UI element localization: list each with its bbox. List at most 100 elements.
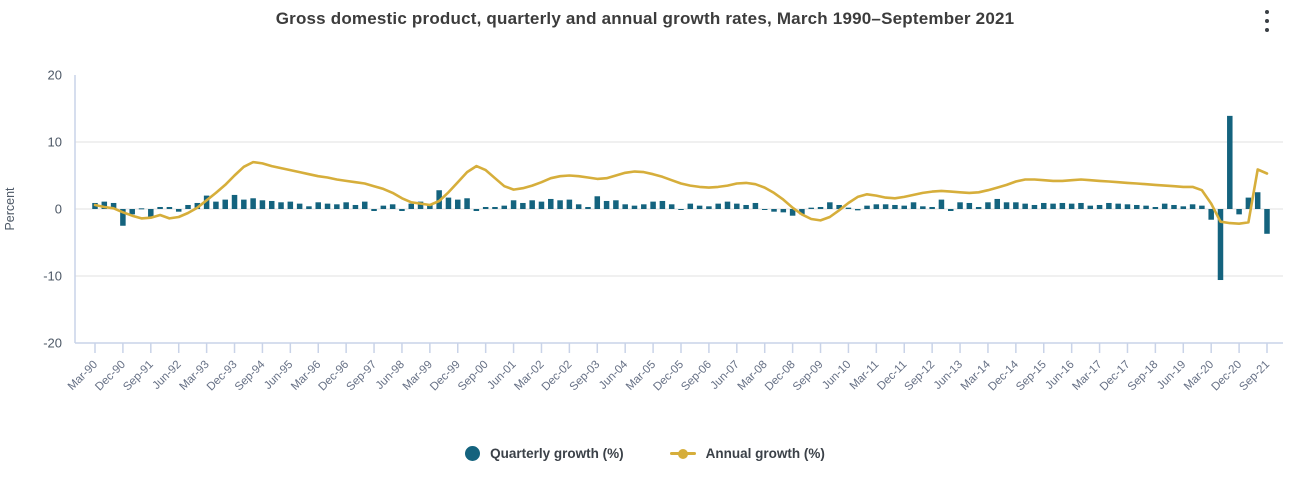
quarterly-growth-bar <box>241 199 247 209</box>
x-tick-label: Sep-97 <box>344 359 379 394</box>
quarterly-growth-bar <box>138 208 145 210</box>
chart-header: Gross domestic product, quarterly and an… <box>0 0 1290 40</box>
quarterly-growth-bar <box>854 209 861 211</box>
quarterly-growth-bar <box>250 198 256 209</box>
quarterly-growth-bar <box>780 209 787 213</box>
quarterly-growth-bar <box>148 209 154 218</box>
quarterly-growth-bar <box>957 202 963 209</box>
legend-label-quarterly: Quarterly growth (%) <box>490 446 624 461</box>
kebab-dot <box>1265 10 1269 14</box>
quarterly-growth-bar <box>473 209 480 212</box>
quarterly-growth-bar <box>566 199 573 209</box>
quarterly-growth-bar <box>724 201 731 209</box>
quarterly-growth-bar <box>324 203 331 209</box>
x-tick-label: Dec-02 <box>540 359 575 394</box>
x-tick-label: Sep-94 <box>233 358 268 393</box>
quarterly-growth-bar <box>352 204 359 209</box>
quarterly-growth-bar <box>1236 209 1242 215</box>
legend-item-annual[interactable]: Annual growth (%) <box>669 446 825 461</box>
quarterly-growth-bar <box>613 200 619 209</box>
quarterly-growth-bar <box>157 206 163 209</box>
quarterly-growth-bar <box>771 209 777 212</box>
y-tick-label: 10 <box>48 135 62 150</box>
quarterly-growth-bar <box>845 207 852 209</box>
quarterly-growth-bar <box>185 204 191 209</box>
quarterly-growth-bar <box>761 209 768 210</box>
quarterly-growth-bar <box>575 204 582 209</box>
quarterly-growth-bar <box>129 209 135 215</box>
quarterly-growth-bar <box>1161 203 1168 209</box>
quarterly-growth-bar <box>278 202 284 209</box>
quarterly-growth-bar <box>994 198 1001 209</box>
y-axis-title: Percent <box>3 187 17 231</box>
quarterly-growth-bar <box>231 194 238 209</box>
quarterly-growth-bar <box>734 203 740 209</box>
quarterly-growth-bar <box>166 206 173 209</box>
quarterly-growth-bar <box>827 202 833 209</box>
quarterly-growth-bar <box>343 202 349 209</box>
x-tick-label: Dec-90 <box>93 359 128 394</box>
quarterly-growth-bar <box>836 204 842 209</box>
legend-item-quarterly[interactable]: Quarterly growth (%) <box>465 446 624 461</box>
quarterly-growth-bar <box>1106 202 1112 209</box>
quarterly-growth-bar <box>194 202 201 209</box>
x-tick-label: Sep-09 <box>791 359 826 394</box>
quarterly-growth-bar <box>110 202 117 209</box>
quarterly-growth-bar <box>817 206 824 209</box>
page-title: Gross domestic product, quarterly and an… <box>275 9 1015 28</box>
quarterly-growth-bar <box>445 197 452 209</box>
quarterly-growth-bar <box>882 204 889 209</box>
quarterly-growth-bar <box>910 202 917 209</box>
quarterly-growth-bar <box>947 209 954 212</box>
quarterly-growth-bar <box>361 201 368 209</box>
quarterly-growth-bar <box>631 205 638 209</box>
quarterly-growth-bar <box>1096 204 1103 209</box>
quarterly-growth-bar <box>985 202 991 209</box>
x-tick-label: Dec-08 <box>763 359 798 394</box>
quarterly-growth-bar <box>966 202 973 209</box>
quarterly-growth-bar <box>920 206 926 209</box>
x-tick-label: Mar-11 <box>848 359 882 393</box>
quarterly-growth-bar <box>427 204 433 209</box>
x-tick-label: Dec-20 <box>1210 359 1245 394</box>
y-tick-label: -20 <box>43 336 62 351</box>
quarterly-growth-bar <box>678 209 684 210</box>
quarterly-growth-bar <box>1115 203 1121 209</box>
quarterly-growth-bar <box>203 195 210 209</box>
quarterly-growth-bar <box>296 203 303 209</box>
quarterly-growth-bar <box>222 199 228 209</box>
quarterly-growth-bar <box>668 204 675 209</box>
quarterly-growth-bar <box>287 201 294 209</box>
quarterly-growth-bar <box>659 200 666 209</box>
quarterly-growth-bar <box>492 206 498 209</box>
quarterly-growth-bar <box>1031 204 1038 209</box>
y-tick-label: -10 <box>43 269 62 284</box>
quarterly-growth-bar <box>687 203 694 209</box>
quarterly-growth-bar <box>482 206 489 209</box>
quarterly-growth-bar <box>752 202 759 209</box>
quarterly-growth-bar <box>1245 197 1252 209</box>
quarterly-growth-bar <box>389 204 396 209</box>
quarterly-growth-bar <box>622 204 628 209</box>
y-tick-label: 20 <box>48 68 62 83</box>
quarterly-growth-bar <box>529 200 535 209</box>
quarterly-series-marker-icon <box>465 446 481 461</box>
quarterly-growth-bar <box>1078 202 1084 209</box>
quarterly-growth-bar <box>1022 203 1028 209</box>
quarterly-growth-bar <box>1003 202 1010 209</box>
annual-growth-line <box>93 160 1269 225</box>
quarterly-growth-bar <box>538 201 545 209</box>
chart-legend: Quarterly growth (%) Annual growth (%) <box>0 446 1290 461</box>
x-tick-label: Dec-99 <box>428 359 463 394</box>
kebab-menu-icon[interactable] <box>1254 4 1280 38</box>
quarterly-growth-bar <box>1050 203 1056 209</box>
quarterly-growth-bar <box>975 206 982 209</box>
x-tick-label: Jun-10 <box>820 359 853 392</box>
quarterly-growth-bar <box>1208 209 1214 220</box>
x-tick-label: Dec-17 <box>1098 359 1133 394</box>
quarterly-growth-bar <box>306 206 312 209</box>
quarterly-growth-bar <box>715 203 721 209</box>
quarterly-growth-bar <box>510 200 517 209</box>
quarterly-growth-bar <box>1217 209 1224 281</box>
quarterly-growth-bar <box>120 209 126 226</box>
